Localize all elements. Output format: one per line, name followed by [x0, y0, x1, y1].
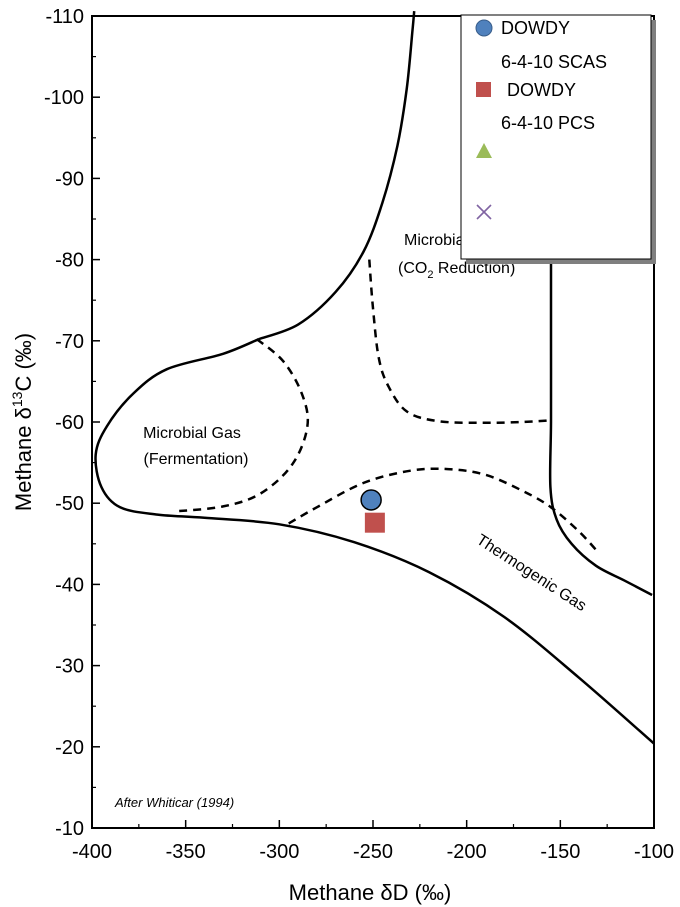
region-label-co2-pre: (CO	[398, 260, 427, 277]
y-tick-label-6: -70	[55, 331, 84, 353]
legend-box	[460, 14, 652, 260]
region-label-fermentation-1: Microbial Gas	[143, 425, 241, 442]
boundary-solid-outer	[94, 338, 655, 745]
region-label-co2-sub: 2	[427, 269, 433, 281]
boundary-solid-upper	[258, 10, 416, 341]
boundary-dashed-fermentation	[176, 338, 310, 513]
legend-series-2-line1: DOWDY	[507, 80, 576, 100]
y-tick-label-5: -60	[55, 412, 84, 434]
x-tick-label-6: -100	[634, 841, 674, 863]
y-tick-label-7: -80	[55, 250, 84, 272]
region-label-fermentation-2: (Fermentation)	[144, 451, 249, 468]
y-tick-label-0: -10	[55, 818, 84, 840]
legend-series-1-line1: DOWDY	[501, 18, 570, 38]
legend-series-2-line2: 6-4-10 PCS	[501, 113, 595, 133]
x-tick-label-5: -150	[540, 841, 580, 863]
legend: DOWDY 6-4-10 SCAS DOWDY 6-4-10 PCS	[460, 14, 656, 264]
x-axis-title: Methane δD (‰)	[289, 880, 452, 905]
tick-labels: -400 -350 -300 -250 -200 -150 -100 -10 -20 -30 -40…	[44, 6, 674, 863]
plot-frame	[91, 15, 655, 829]
y-axis-title-post: C (‰)	[11, 333, 36, 392]
region-label-co2-2: (CO2 Reduction)	[398, 260, 515, 281]
y-axis-title: Methane δ13C (‰)	[9, 333, 36, 511]
legend-marker-x-stroke-2	[476, 204, 492, 220]
data-markers	[360, 489, 385, 533]
region-label-co2-post: Reduction)	[433, 260, 515, 277]
x-tick-label-0: -400	[72, 841, 112, 863]
y-axis-title-sup: 13	[9, 391, 25, 407]
chart-annotation: After Whiticar (1994)	[114, 795, 234, 810]
legend-marker-circle	[475, 19, 493, 37]
legend-marker-square	[476, 82, 491, 97]
legend-marker-triangle	[476, 143, 492, 158]
data-point-circle-0-0	[360, 489, 382, 511]
data-point-square-1-0	[364, 512, 385, 533]
legend-marker-x	[476, 204, 492, 220]
y-tick-label-2: -30	[55, 656, 84, 678]
boundary-dashed-thermogenic	[288, 467, 599, 553]
boundary-solid-right	[548, 178, 653, 597]
x-tick-label-3: -250	[353, 841, 393, 863]
y-axis-title-pre: Methane δ	[11, 407, 36, 511]
y-tick-label-10: -110	[45, 6, 84, 28]
boundary-dashed-co2	[368, 259, 551, 425]
y-tick-label-4: -50	[55, 493, 84, 515]
y-tick-label-1: -20	[55, 737, 84, 759]
y-tick-label-3: -40	[55, 574, 84, 596]
y-tick-label-9: -100	[44, 87, 84, 109]
x-tick-label-1: -350	[166, 841, 206, 863]
legend-series-1-line2: 6-4-10 SCAS	[501, 52, 607, 72]
y-tick-label-8: -90	[55, 168, 84, 190]
x-tick-label-2: -300	[259, 841, 299, 863]
x-tick-label-4: -200	[447, 841, 487, 863]
boundary-layer	[94, 10, 655, 745]
